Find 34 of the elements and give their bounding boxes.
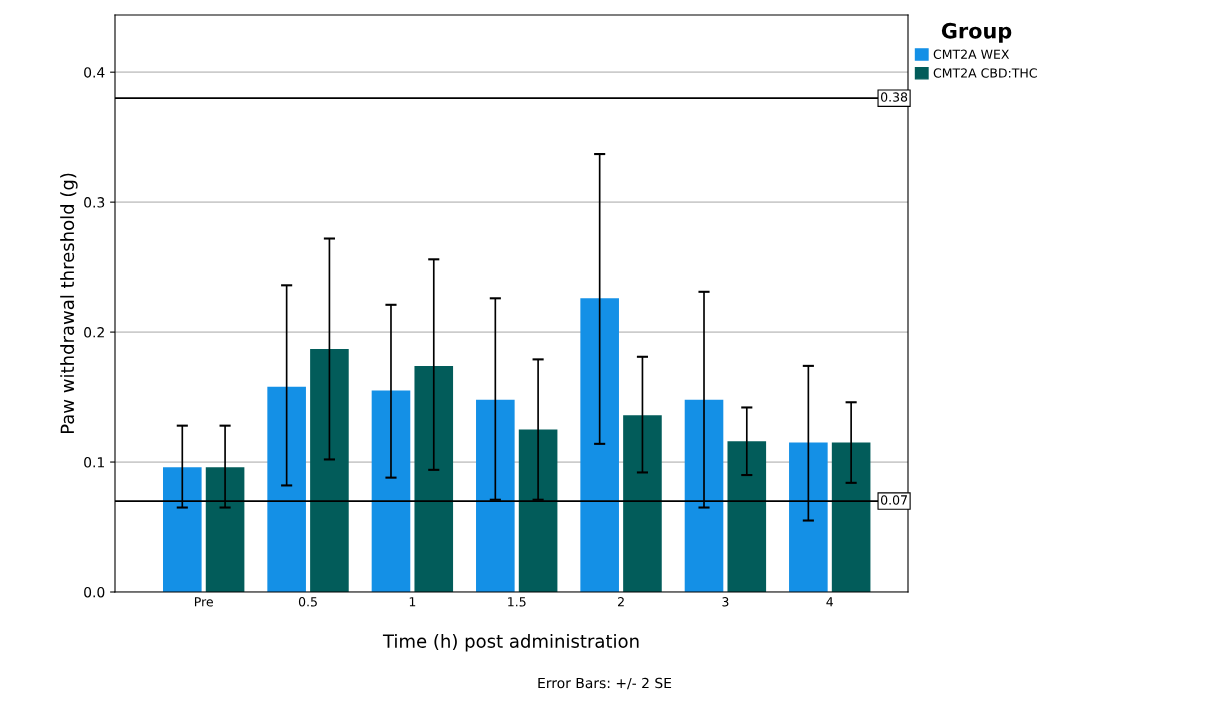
y-tick-label: 0.1 (84, 457, 104, 468)
bar (310, 348, 349, 592)
bar (267, 386, 306, 592)
x-axis-title: Time (h) post administration (382, 633, 639, 652)
bar (727, 441, 767, 592)
legend-label: CMT2A WEX (933, 49, 1010, 59)
x-tick-label: 2 (618, 597, 624, 607)
x-tick-label: Pre (194, 597, 213, 607)
legend-title: Group (941, 22, 1012, 43)
bar (580, 298, 619, 592)
y-tick-label: 0.0 (84, 586, 105, 598)
ref-line-label: 0.38 (880, 92, 908, 102)
x-tick-label: 1 (409, 597, 416, 607)
bar (205, 467, 245, 592)
y-tick-label: 0.4 (84, 67, 105, 78)
y-axis-title: Paw withdrawal threshold (g) (60, 173, 78, 434)
bar (684, 399, 724, 592)
bar (831, 442, 871, 592)
y-tick-label: 0.2 (84, 327, 104, 338)
x-tick-label: 0.5 (298, 597, 317, 607)
bar (518, 429, 558, 592)
bar (476, 399, 515, 592)
x-tick-label: 1.5 (508, 597, 526, 607)
bar (414, 365, 454, 592)
y-tick-label: 0.3 (84, 197, 105, 208)
ref-line-label: 0.07 (880, 495, 907, 505)
bar (623, 415, 662, 592)
text: Error Bars: +/- 2 SE (538, 677, 672, 690)
bar (371, 390, 411, 592)
x-tick-label: 4 (826, 597, 834, 607)
legend-label: CMT2A CBD:THC (933, 68, 1037, 78)
bar (163, 467, 202, 592)
x-tick-label: 3 (722, 597, 729, 607)
bar (789, 442, 828, 592)
